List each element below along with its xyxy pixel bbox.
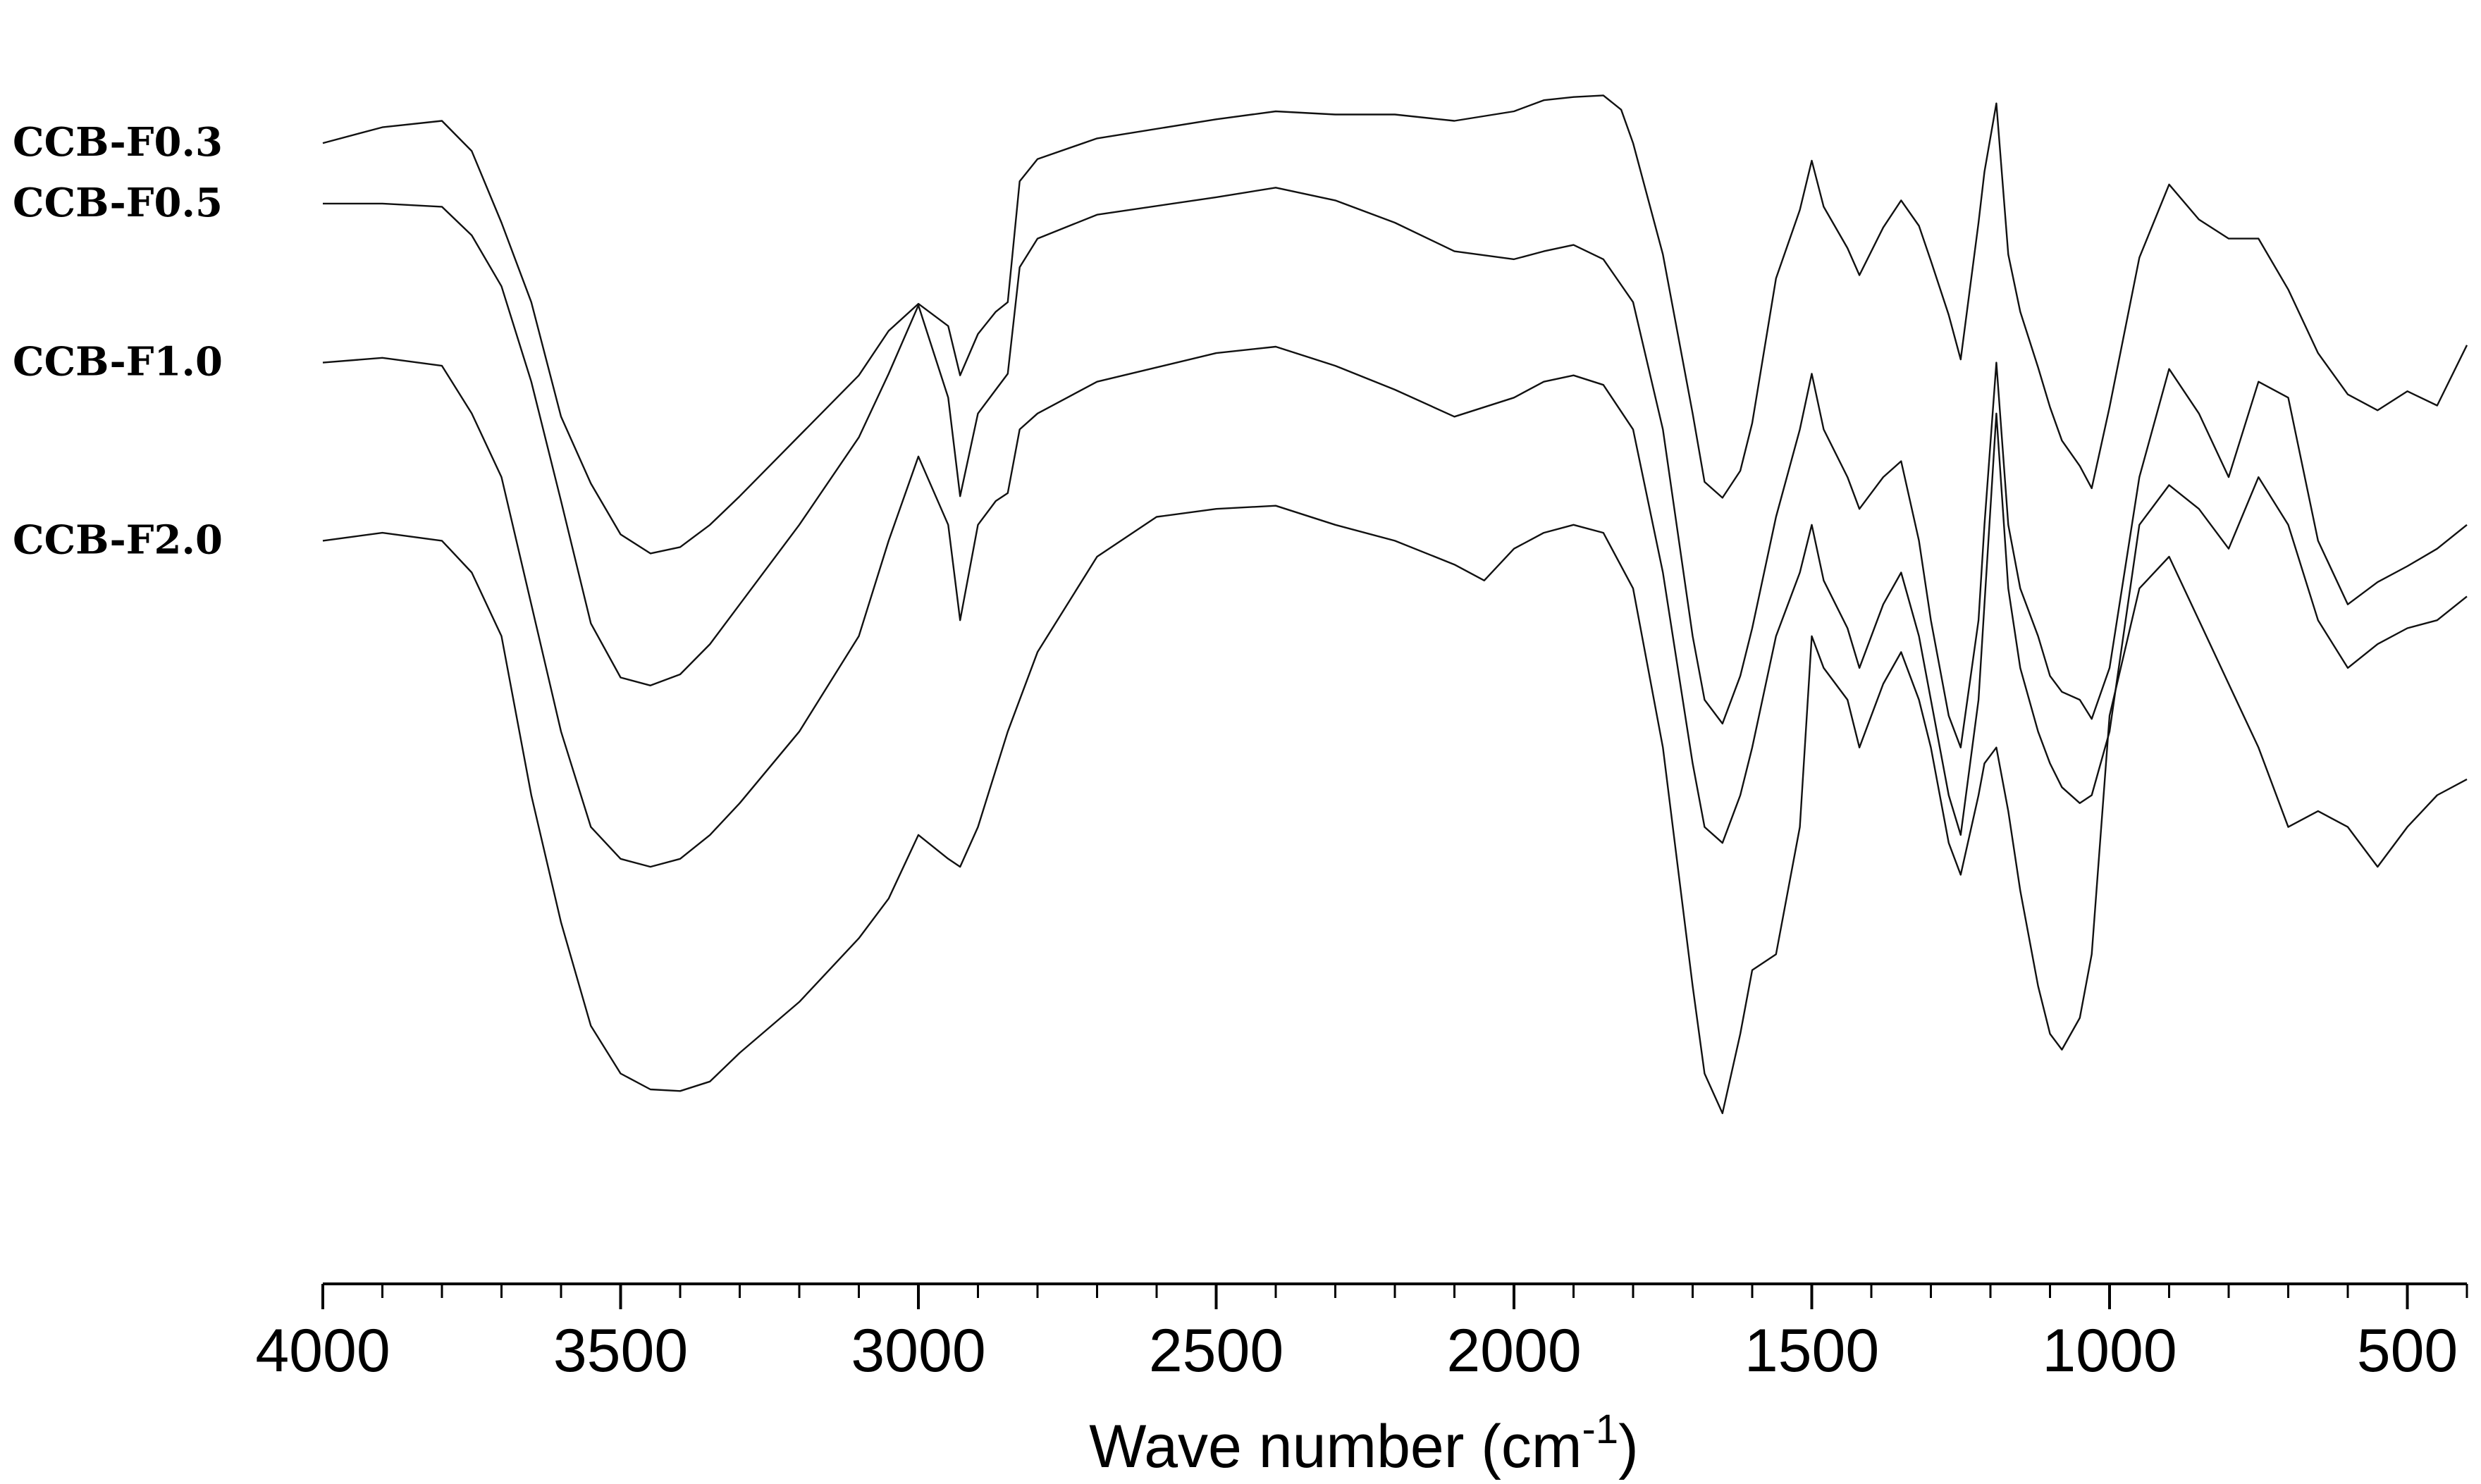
x-tick-label: 2000 [1446,1317,1581,1385]
x-tick-label: 1000 [2042,1317,2177,1385]
x-axis-title-superscript: -1 [1582,1406,1619,1452]
x-axis-title-tail: ) [1618,1413,1639,1480]
series-line-ccb-f0-3 [322,94,2468,555]
series-label-ccb-f2-0: CCB-F2.0 [13,517,223,563]
series-line-ccb-f2-0 [322,505,2468,1115]
series-label-group: CCB-F0.3 CCB-F0.5 CCB-F1.0 CCB-F2.0 [13,119,223,563]
x-tick-label: 2500 [1149,1317,1283,1385]
series-line-ccb-f0-5 [323,187,2468,748]
x-axis-title: Wave number (cm-1) [1089,1406,1639,1480]
series-label-ccb-f0-3: CCB-F0.3 [13,119,223,166]
x-tick-label: 4000 [255,1317,390,1385]
x-axis-title-main: Wave number (cm [1089,1413,1582,1480]
x-tick-label: 3000 [851,1317,985,1385]
series-label-ccb-f0-5: CCB-F0.5 [13,180,223,226]
x-tick-label: 1500 [1744,1317,1879,1385]
x-tick-label: 3500 [553,1317,688,1385]
plot-series-group [322,94,2468,1115]
series-label-ccb-f1-0: CCB-F1.0 [13,339,223,385]
x-axis-tick-labels: 4000 3500 3000 2500 2000 1500 1000 500 [255,1317,2458,1385]
x-axis-ticks [321,1284,2468,1309]
x-tick-label: 500 [2357,1317,2458,1385]
series-line-ccb-f1-0 [322,345,2468,868]
